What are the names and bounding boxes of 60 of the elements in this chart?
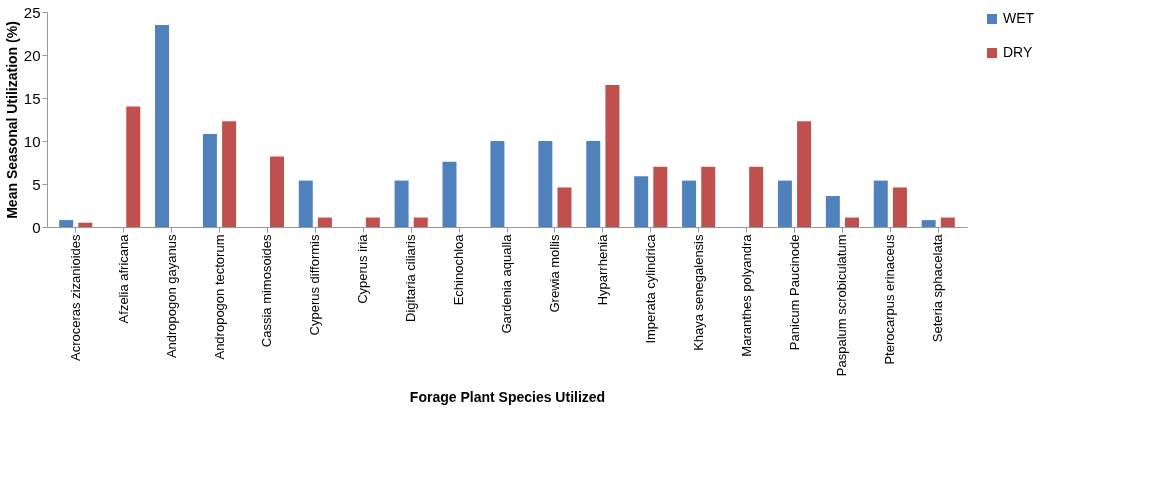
x-tick-label: Gardenia aqualla [499, 233, 514, 334]
x-tick-label: Digitaria ciliaris [403, 234, 419, 322]
x-tick-label: Grewia mollis [546, 234, 562, 313]
x-tick-label: Afzelia africana [115, 233, 131, 324]
bar [78, 222, 93, 227]
bar [126, 106, 141, 227]
bar [634, 176, 649, 227]
bar [365, 217, 380, 227]
x-tick-label: Andropogon gayanus [163, 234, 179, 359]
legend-label: WET [1003, 10, 1035, 26]
x-tick-label: Panicum Paucinode [786, 234, 802, 351]
bar [777, 180, 792, 227]
y-tick-label: 15 [23, 89, 41, 107]
bar [59, 220, 74, 227]
y-axis-title: Mean Seasonal Utilization (%) [3, 21, 20, 219]
legend-label: DRY [1003, 44, 1033, 60]
y-tick-label: 25 [23, 3, 41, 21]
bar [490, 141, 505, 227]
x-axis-title: Forage Plant Species Utilized [409, 389, 606, 406]
x-tick-label: Maranthes polyandra [738, 233, 754, 357]
bar [701, 166, 716, 227]
bar [586, 141, 601, 227]
bar [317, 217, 332, 227]
bar [892, 187, 907, 227]
x-tick-label: Acroceras zizanioides [67, 234, 83, 361]
bar [797, 121, 812, 227]
x-tick-label: Hyparrhenia [594, 233, 610, 306]
x-tick-label: Imperata cylindrica [642, 233, 658, 344]
bar [394, 180, 409, 227]
bar [222, 121, 237, 227]
bar [413, 217, 428, 227]
x-tick-label: Pterocarpus erinaceus [882, 234, 898, 365]
bar [653, 166, 668, 227]
y-tick-label: 20 [23, 46, 41, 64]
y-tick-label: 0 [32, 218, 41, 236]
y-tick-label: 10 [23, 132, 41, 150]
x-tick-label: Cyperus iria [355, 233, 371, 304]
x-tick-label: Cyperus difformis [307, 234, 323, 336]
x-tick-label: Seteria sphacelata [930, 233, 946, 343]
bar [845, 217, 859, 227]
bar [749, 166, 764, 227]
bar [605, 85, 620, 227]
bar [825, 196, 840, 227]
x-tick-label: Echinochloa [451, 233, 467, 306]
bar [873, 180, 888, 227]
y-tick-label: 5 [32, 175, 41, 193]
bar [155, 24, 169, 227]
bar [682, 180, 697, 227]
x-tick-label: Khaya senegalensis [690, 234, 706, 351]
bar [298, 180, 313, 227]
bar [557, 187, 572, 227]
bar [538, 141, 553, 227]
bar [940, 217, 955, 227]
bar [442, 161, 457, 227]
x-tick-label: Paspalum scrobiculatum [834, 234, 850, 377]
x-tick-label: Andropogon tectorum [211, 234, 227, 360]
bar [202, 134, 217, 227]
bar [921, 220, 936, 227]
bar [270, 156, 284, 227]
x-tick-label: Cassia mimosoides [259, 234, 275, 348]
